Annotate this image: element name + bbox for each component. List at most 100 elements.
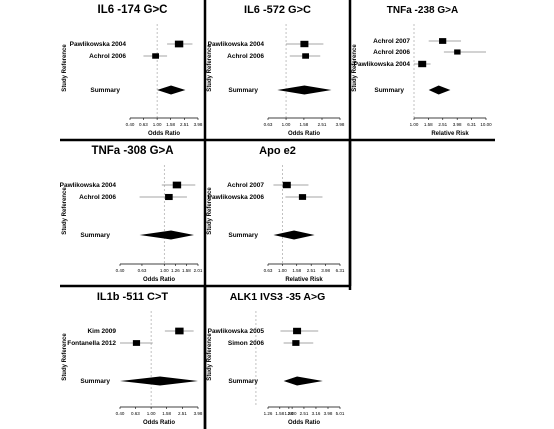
x-tick-label: 1.00 (410, 122, 419, 127)
study-point-box (132, 340, 141, 346)
x-tick-label: 3.98 (321, 268, 330, 273)
x-tick-label: 0.40 (116, 268, 125, 273)
y-axis-label: Study Reference (207, 44, 213, 92)
x-tick-label: 1.26 (264, 411, 273, 416)
x-tick-label: 5.01 (336, 411, 345, 416)
x-axis-label: Odds Ratio (143, 420, 175, 426)
summary-diamond (277, 85, 332, 95)
panel-title: IL1b -511 C>T (97, 291, 169, 303)
study-label: Achrol 2006 (227, 53, 264, 60)
x-tick-label: 1.00 (160, 268, 169, 273)
x-tick-label: 1.00 (282, 122, 291, 127)
x-tick-label: 1.58 (275, 411, 284, 416)
study-point-box (172, 181, 182, 189)
study-label: Pawlikowska 2004 (60, 182, 117, 189)
study-label: Achrol 2007 (373, 38, 410, 45)
x-tick-label: 0.63 (131, 411, 140, 416)
x-tick-label: 0.63 (139, 122, 148, 127)
x-tick-label: 1.26 (171, 268, 180, 273)
x-axis-label: Odds Ratio (143, 277, 175, 283)
x-tick-label: 3.98 (453, 122, 462, 127)
x-tick-label: 2.51 (300, 411, 309, 416)
summary-label: Summary (90, 87, 120, 94)
x-tick-label: 2.51 (318, 122, 327, 127)
forest-panel: IL6 -174 G>C Study Reference 0.40 0.63 1.00 1… (62, 4, 203, 137)
x-axis-label: Relative Risk (285, 277, 323, 283)
forest-panel: IL1b -511 C>T Study Reference 0.40 0.63 1.00… (62, 291, 203, 426)
summary-label: Summary (374, 87, 404, 94)
study-label: Pawlikowska 2004 (208, 41, 265, 48)
study-point-box (298, 194, 307, 200)
panel-grid-lines (60, 0, 495, 429)
y-axis-label: Study Reference (62, 333, 68, 381)
panel-title: Apo e2 (259, 145, 296, 157)
x-tick-label: 1.00 (153, 122, 162, 127)
x-tick-label: 10.00 (480, 122, 492, 127)
forest-panel: Apo e2 Study Reference 0.63 1.00 1.58 2.51 3.9… (207, 145, 345, 283)
x-tick-label: 3.98 (194, 411, 203, 416)
x-axis-label: Odds Ratio (288, 131, 320, 137)
x-tick-label: 3.98 (336, 122, 345, 127)
y-axis-label: Study Reference (62, 187, 68, 235)
study-label: Achrol 2006 (79, 194, 116, 201)
study-point-box (454, 49, 461, 55)
study-point-box (302, 53, 310, 59)
study-point-box (174, 40, 184, 48)
summary-diamond (273, 230, 315, 240)
x-axis-label: Odds Ratio (148, 131, 180, 137)
x-tick-label: 0.63 (138, 268, 147, 273)
x-tick-label: 3.16 (312, 411, 321, 416)
forest-panel: IL6 -572 G>C Study Reference 0.63 1.00 1.58 2… (207, 4, 345, 137)
y-axis-label: Study Reference (352, 44, 358, 92)
study-point-box (293, 327, 302, 335)
study-point-box (418, 60, 427, 68)
forest-panel: TNFa -238 G>A Study Reference 1.00 1.58 2.51… (352, 5, 492, 137)
study-label: Pawlikowska 2006 (208, 194, 265, 201)
study-label: Achrol 2006 (89, 53, 126, 60)
x-tick-label: 1.00 (278, 268, 287, 273)
y-axis-label: Study Reference (62, 44, 68, 92)
study-label: Achrol 2007 (227, 182, 264, 189)
panel-title: TNFa -308 G>A (91, 145, 173, 157)
panel-title: ALK1 IVS3 -35 A>G (230, 291, 326, 303)
study-point-box (282, 181, 291, 189)
y-axis-label: Study Reference (207, 333, 213, 381)
study-point-box (300, 40, 309, 48)
x-axis-label: Relative Risk (431, 131, 469, 137)
x-tick-label: 2.51 (180, 122, 189, 127)
summary-diamond (157, 85, 186, 95)
panel-title: IL6 -174 G>C (98, 4, 168, 16)
x-tick-label: 3.98 (194, 122, 203, 127)
x-tick-label: 1.58 (162, 411, 171, 416)
study-point-box (292, 340, 300, 346)
x-tick-label: 1.58 (182, 268, 191, 273)
summary-label: Summary (228, 87, 258, 94)
summary-diamond (139, 230, 194, 240)
x-tick-label: 0.40 (116, 411, 125, 416)
study-label: Pawlikowska 2005 (208, 328, 265, 335)
x-tick-label: 2.51 (438, 122, 447, 127)
study-label: Achrol 2006 (373, 49, 410, 56)
y-axis-label: Study Reference (207, 187, 213, 235)
study-label: Kim 2009 (87, 328, 116, 335)
x-tick-label: 2.51 (307, 268, 316, 273)
x-tick-label: 3.98 (324, 411, 333, 416)
x-tick-label: 1.58 (300, 122, 309, 127)
x-tick-label: 2.51 (178, 411, 187, 416)
x-tick-label: 6.31 (336, 268, 345, 273)
study-point-box (439, 38, 447, 44)
summary-label: Summary (80, 378, 110, 385)
study-point-box (175, 327, 184, 335)
x-tick-label: 1.58 (292, 268, 301, 273)
study-label: Pawlikowska 2004 (354, 61, 411, 68)
forest-panel: TNFa -308 G>A Study Reference 0.40 0.63 1.00… (60, 145, 203, 283)
x-tick-label: 1.88 (284, 411, 293, 416)
x-tick-label: 0.63 (264, 268, 273, 273)
x-tick-label: 2.01 (194, 268, 203, 273)
forest-panel: ALK1 IVS3 -35 A>G Study Reference 1.26 1.58… (207, 291, 345, 426)
study-point-box (152, 53, 160, 59)
x-tick-label: 1.58 (424, 122, 433, 127)
